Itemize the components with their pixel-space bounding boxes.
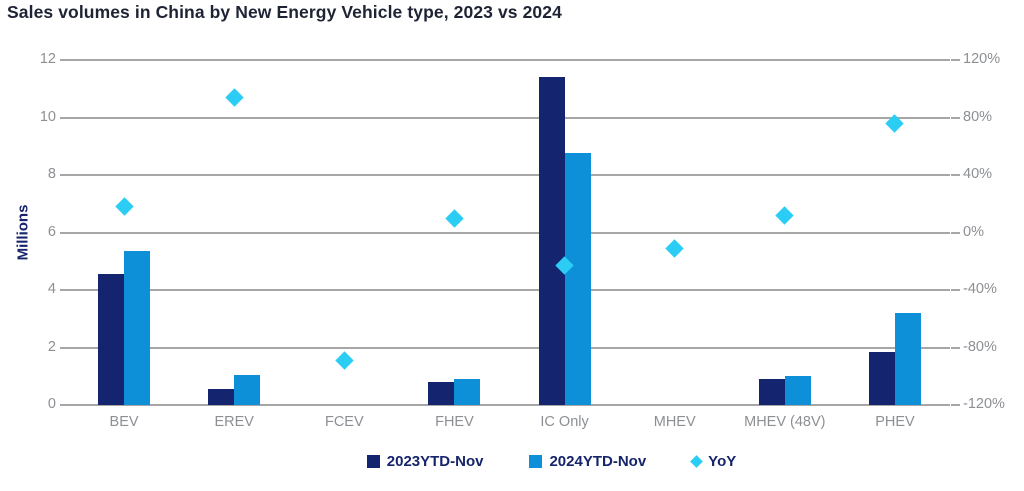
right-tickmark	[951, 346, 960, 349]
legend-label: YoY	[708, 452, 737, 470]
legend-diamond-icon	[690, 454, 704, 468]
left-axis-tick-label: 8	[47, 166, 56, 182]
left-tickmark	[60, 289, 69, 291]
yoy-diamond-FHEV	[445, 208, 464, 228]
bar-2023YTD-Nov-PHEV	[868, 351, 895, 405]
yoy-diamond-EREV	[224, 88, 244, 107]
left-tickmark	[60, 59, 69, 61]
gridline-8	[69, 174, 950, 176]
right-tickmark	[951, 174, 960, 176]
plot-area	[69, 59, 950, 406]
gridline-2	[69, 346, 950, 349]
right-tickmark	[951, 231, 960, 234]
gridline-6	[69, 231, 950, 234]
bar-2024YTD-Nov-MHEV (48V)	[784, 376, 811, 405]
yoy-diamond-BEV	[114, 197, 134, 216]
category-label-PHEV: PHEV	[875, 414, 915, 430]
legend-item-2024YTD-Nov: 2024YTD-Nov	[529, 453, 646, 470]
category-label-MHEV (48V): MHEV (48V)	[744, 414, 826, 430]
gridline-4	[69, 289, 950, 291]
left-axis-tick-label: 10	[39, 108, 56, 125]
category-label-FCEV: FCEV	[324, 414, 364, 430]
category-label-IC Only: IC Only	[540, 414, 589, 430]
gridline-10	[69, 116, 950, 119]
bar-2023YTD-Nov-MHEV (48V)	[758, 379, 785, 405]
bar-2024YTD-Nov-EREV	[234, 374, 261, 405]
right-tickmark	[951, 404, 960, 406]
right-tickmark	[951, 116, 960, 119]
right-tickmark	[951, 289, 960, 291]
bar-2023YTD-Nov-EREV	[208, 389, 235, 405]
legend-label: 2023YTD-Nov	[386, 452, 484, 470]
right-axis-tick-label: 0%	[963, 223, 984, 240]
chart-title: Sales volumes in China by New Energy Veh…	[7, 2, 562, 22]
right-axis-tick-label: -80%	[963, 338, 997, 355]
left-axis-tick-label: 0	[47, 396, 56, 412]
right-axis-tick-label: -120%	[963, 396, 1005, 412]
left-tickmark	[60, 174, 69, 176]
right-axis-tick-label: 80%	[963, 108, 993, 125]
left-axis-tick-label: 2	[47, 338, 56, 355]
bar-2023YTD-Nov-IC Only	[538, 77, 565, 405]
bar-2024YTD-Nov-FHEV	[454, 379, 481, 405]
bar-2023YTD-Nov-FHEV	[428, 382, 455, 405]
right-axis-tick-label: 40%	[963, 166, 993, 182]
legend-item-YoY: YoY	[690, 452, 737, 470]
left-axis-tick-label: 4	[47, 281, 56, 297]
legend-square-icon	[529, 454, 543, 468]
category-label-FHEV: FHEV	[435, 414, 474, 430]
right-axis-tick-label: 120%	[963, 51, 1001, 67]
left-tickmark	[60, 346, 69, 349]
gridline-0	[69, 404, 950, 406]
legend-square-icon	[366, 454, 380, 468]
gridline-12	[69, 59, 950, 61]
right-axis-tick-label: -40%	[963, 281, 997, 297]
left-axis-tick-label: 12	[39, 51, 56, 67]
yoy-diamond-MHEV	[665, 239, 684, 258]
bar-2024YTD-Nov-BEV	[124, 251, 151, 405]
bar-2023YTD-Nov-BEV	[98, 274, 125, 405]
legend-label: 2024YTD-Nov	[549, 452, 647, 470]
right-tickmark	[951, 59, 960, 61]
legend: 2023YTD-Nov 2024YTD-Nov YoY	[111, 450, 992, 472]
left-axis-tick-label: 6	[47, 223, 56, 240]
category-label-EREV: EREV	[214, 414, 254, 430]
legend-item-2023YTD-Nov: 2023YTD-Nov	[366, 452, 484, 470]
left-tickmark	[60, 116, 69, 119]
yoy-diamond-MHEV (48V)	[775, 206, 795, 225]
bar-2024YTD-Nov-IC Only	[564, 153, 591, 405]
bar-2024YTD-Nov-PHEV	[894, 313, 921, 405]
left-tickmark	[60, 404, 69, 406]
category-label-MHEV: MHEV	[653, 414, 696, 430]
left-tickmark	[60, 231, 69, 234]
yoy-diamond-FCEV	[335, 351, 354, 370]
category-label-BEV: BEV	[109, 414, 139, 430]
